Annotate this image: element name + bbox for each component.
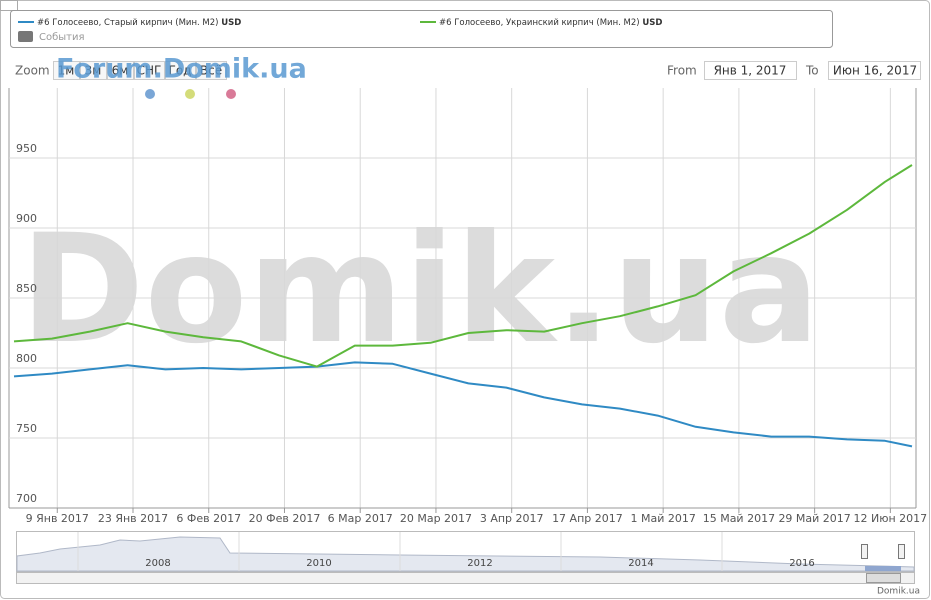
scrollbar[interactable] — [16, 572, 915, 584]
zoom-button[interactable] — [134, 61, 165, 80]
to-value[interactable]: Июн 16, 2017 — [833, 64, 917, 78]
series-line — [13, 361, 913, 448]
x-tick-label: 20 Мар 2017 — [400, 512, 472, 525]
navigator-handle[interactable] — [898, 544, 905, 559]
navigator-label: 2010 — [306, 558, 331, 569]
watermark: Domik.ua — [20, 203, 820, 377]
x-tick-label: 29 Май 2017 — [778, 512, 850, 525]
y-tick-label: 750 — [16, 422, 37, 435]
navigator-label: 2008 — [145, 558, 170, 569]
x-tick-label: 6 Фев 2017 — [176, 512, 241, 525]
legend-swatch — [18, 31, 33, 42]
zoom-button-label[interactable]: Всё — [200, 64, 222, 78]
navigator-label: 2014 — [628, 558, 653, 569]
y-tick-label: 700 — [16, 492, 37, 505]
x-tick-label: 15 Май 2017 — [703, 512, 775, 525]
to-input[interactable] — [828, 61, 921, 80]
corner-box — [0, 0, 18, 11]
navigator-label: 2012 — [467, 558, 492, 569]
x-tick-label: 12 Июн 2017 — [854, 512, 928, 525]
zoom-button[interactable] — [196, 61, 227, 80]
forum-logo: Forum.Domik.ua — [56, 54, 307, 85]
x-tick-label: 23 Янв 2017 — [98, 512, 168, 525]
zoom-button-label[interactable]: СНГ — [137, 64, 162, 78]
zoom-label: Zoom — [15, 64, 50, 78]
x-tick-label: 17 Апр 2017 — [552, 512, 623, 525]
navigator-selection — [865, 566, 901, 571]
scrollbar-thumb[interactable] — [866, 573, 901, 583]
series-line — [13, 164, 913, 368]
zoom-button[interactable] — [80, 61, 107, 80]
from-value[interactable]: Янв 1, 2017 — [714, 64, 787, 78]
x-tick-label: 6 Мар 2017 — [328, 512, 393, 525]
y-tick-label: 800 — [16, 352, 37, 365]
legend — [10, 10, 833, 48]
y-tick-label: 850 — [16, 282, 37, 295]
zoom-button[interactable] — [165, 61, 196, 80]
legend-item[interactable]: События — [39, 32, 85, 43]
x-tick-label: 20 Фев 2017 — [249, 512, 321, 525]
zoom-button[interactable] — [107, 61, 134, 80]
navigator-label: 2016 — [789, 558, 814, 569]
x-tick-label: 9 Янв 2017 — [26, 512, 89, 525]
from-input[interactable] — [704, 61, 797, 80]
to-label: To — [805, 64, 819, 78]
zoom-button-label[interactable]: Год — [169, 64, 192, 78]
legend-item[interactable]: #6 Голосеево, Старый кирпич (Мин. М2) US… — [37, 18, 241, 28]
zoom-button[interactable] — [53, 61, 80, 80]
zoom-button-label[interactable]: 1м — [58, 64, 75, 78]
from-label: From — [667, 64, 697, 78]
flag[interactable] — [185, 89, 195, 99]
x-tick-label: 1 Май 2017 — [630, 512, 695, 525]
legend-item[interactable]: #6 Голосеево, Украинский кирпич (Мин. М2… — [439, 18, 662, 28]
flag[interactable] — [145, 89, 155, 99]
y-tick-label: 950 — [16, 142, 37, 155]
navigator-handle[interactable] — [861, 544, 868, 559]
credits[interactable]: Domik.ua — [877, 587, 920, 597]
zoom-button-label[interactable]: 3м — [85, 64, 102, 78]
x-tick-label: 3 Апр 2017 — [480, 512, 544, 525]
y-tick-label: 900 — [16, 212, 37, 225]
zoom-button-label[interactable]: 6м — [112, 64, 129, 78]
flag[interactable] — [226, 89, 236, 99]
